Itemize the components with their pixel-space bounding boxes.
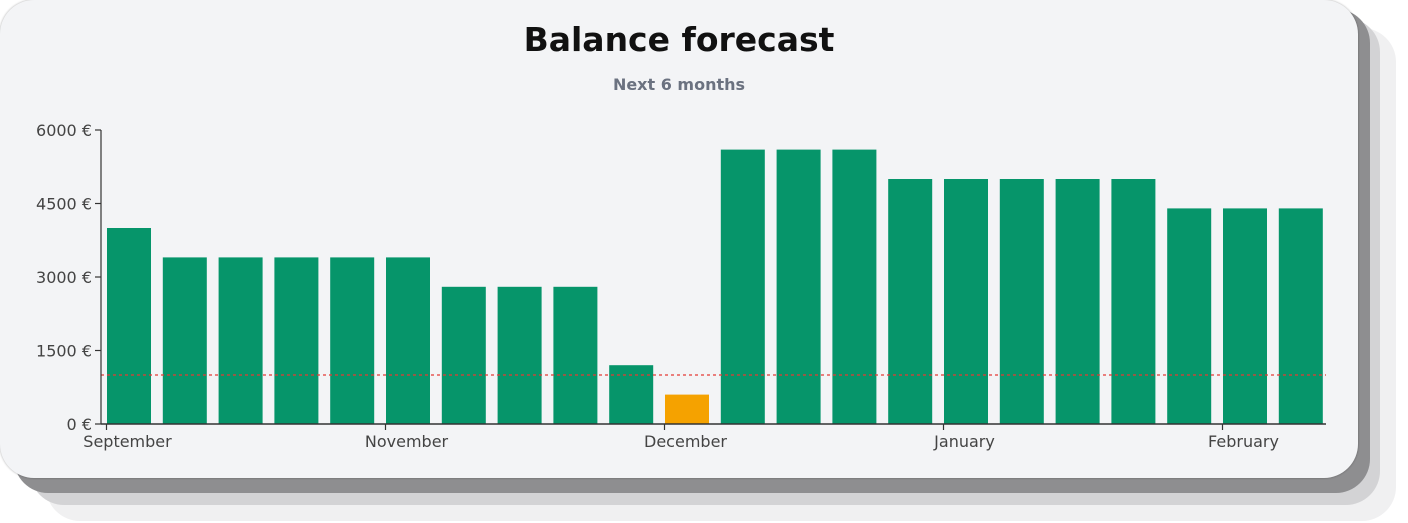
bar <box>1055 179 1100 424</box>
bar <box>386 257 430 424</box>
chart-subtitle: Next 6 months <box>612 75 746 94</box>
y-tick-label: 0 € <box>67 415 92 434</box>
bar <box>107 228 151 424</box>
bar <box>665 394 709 424</box>
bar <box>218 257 263 424</box>
bar <box>1167 208 1212 424</box>
bar <box>888 179 933 424</box>
chart-card: Balance forecast Next 6 months 0 € 1500 €… <box>0 0 1358 478</box>
x-tick-label: November <box>365 432 449 451</box>
x-tick-label: December <box>644 432 727 451</box>
bar <box>330 257 375 424</box>
x-tick-label: February <box>1208 432 1279 451</box>
y-tick-label: 3000 € <box>36 268 92 287</box>
bar <box>162 257 207 424</box>
bar <box>720 149 765 424</box>
bar <box>497 286 542 424</box>
bar <box>1278 208 1323 424</box>
bar <box>441 286 486 424</box>
chart-title: Balance forecast <box>523 20 835 59</box>
x-tick-label: January <box>933 432 995 451</box>
y-tick-label: 4500 € <box>36 195 92 214</box>
bar <box>999 179 1044 424</box>
bar <box>609 365 654 424</box>
bar-chart-plot: 0 € 1500 € 3000 € 4500 € 6000 € September Nove… <box>36 121 1326 451</box>
bar <box>1111 179 1156 424</box>
bar <box>832 149 877 424</box>
bar <box>1223 208 1267 424</box>
y-tick-label: 1500 € <box>36 342 92 361</box>
bar <box>944 179 988 424</box>
bar <box>274 257 319 424</box>
bar <box>553 286 598 424</box>
x-tick-label: September <box>83 432 172 451</box>
y-tick-label: 6000 € <box>36 121 92 140</box>
bar <box>776 149 821 424</box>
